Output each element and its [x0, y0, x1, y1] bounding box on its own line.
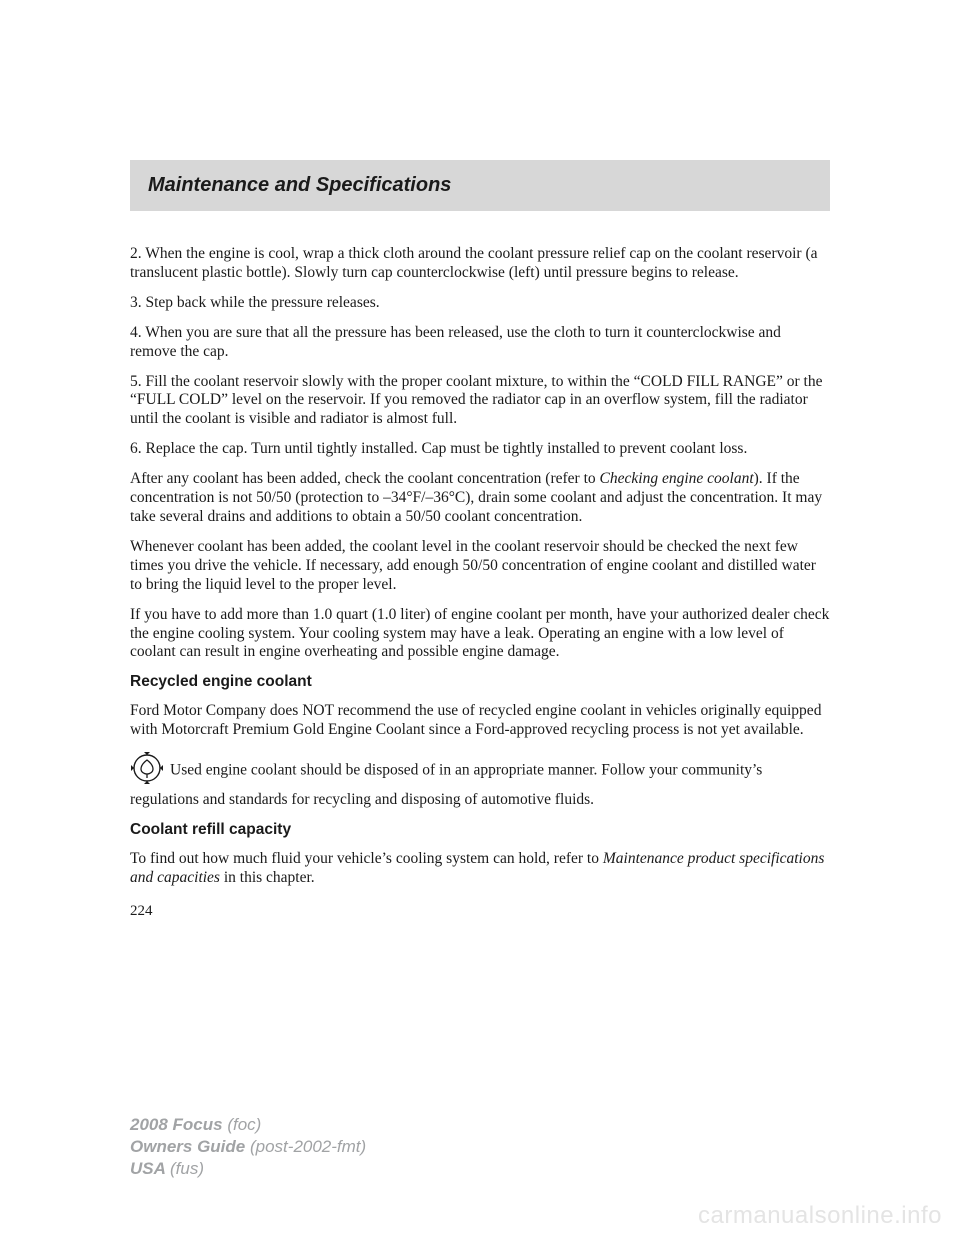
level-check-paragraph: Whenever coolant has been added, the coo…	[130, 538, 830, 595]
step-5: 5. Fill the coolant reservoir slowly wit…	[130, 373, 830, 430]
refill-capacity-heading: Coolant refill capacity	[130, 821, 830, 840]
footer-line-2: Owners Guide (post-2002-fmt)	[130, 1136, 366, 1158]
watermark-text: carmanualsonline.info	[698, 1202, 942, 1230]
footer-code: (post-2002-fmt)	[250, 1137, 366, 1156]
recycle-tree-icon	[130, 751, 164, 791]
footer-code: (fus)	[170, 1159, 204, 1178]
document-page: Maintenance and Specifications 2. When t…	[0, 0, 960, 1242]
refill-capacity-paragraph: To find out how much fluid your vehicle’…	[130, 850, 830, 888]
concentration-paragraph: After any coolant has been added, check …	[130, 470, 830, 527]
disposal-paragraph: Used engine coolant should be disposed o…	[130, 751, 830, 810]
step-2: 2. When the engine is cool, wrap a thick…	[130, 245, 830, 283]
section-header-title: Maintenance and Specifications	[148, 174, 812, 197]
text-segment: in this chapter.	[220, 869, 315, 886]
disposal-text: Used engine coolant should be disposed o…	[130, 762, 762, 808]
recycled-coolant-p1: Ford Motor Company does NOT recommend th…	[130, 702, 830, 740]
leak-warning-paragraph: If you have to add more than 1.0 quart (…	[130, 606, 830, 663]
footer-region: USA	[130, 1159, 170, 1178]
footer-model: 2008 Focus	[130, 1115, 227, 1134]
step-6: 6. Replace the cap. Turn until tightly i…	[130, 440, 830, 459]
text-segment: To find out how much fluid your vehicle’…	[130, 850, 603, 867]
recycled-coolant-heading: Recycled engine coolant	[130, 673, 830, 692]
step-3: 3. Step back while the pressure releases…	[130, 294, 830, 313]
footer-block: 2008 Focus (foc) Owners Guide (post-2002…	[130, 1114, 366, 1180]
step-4: 4. When you are sure that all the pressu…	[130, 324, 830, 362]
footer-guide: Owners Guide	[130, 1137, 250, 1156]
footer-line-3: USA (fus)	[130, 1158, 366, 1180]
section-header-bar: Maintenance and Specifications	[130, 160, 830, 211]
italic-reference: Checking engine coolant	[600, 470, 754, 487]
page-number: 224	[130, 902, 830, 920]
footer-line-1: 2008 Focus (foc)	[130, 1114, 366, 1136]
text-segment: After any coolant has been added, check …	[130, 470, 600, 487]
footer-code: (foc)	[227, 1115, 261, 1134]
body-content: 2. When the engine is cool, wrap a thick…	[130, 245, 830, 920]
